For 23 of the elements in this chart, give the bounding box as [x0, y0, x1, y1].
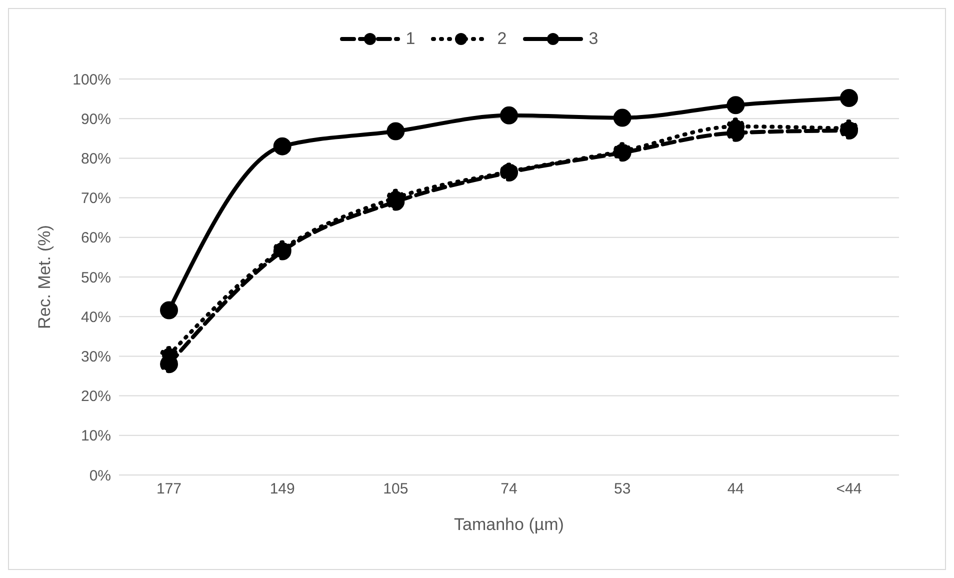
- y-tick-label: 50%: [80, 269, 111, 286]
- legend-label: 1: [404, 29, 416, 49]
- y-tick-label: 80%: [80, 150, 111, 168]
- x-tick-label: 74: [500, 480, 518, 498]
- x-tick-label: 53: [614, 480, 631, 498]
- y-tick-label: 70%: [80, 190, 111, 208]
- y-tick-label: 0%: [89, 467, 111, 484]
- y-tick-label: 40%: [80, 308, 111, 326]
- x-tick-label: <44: [836, 480, 862, 498]
- y-axis-title: Rec. Met. (%): [35, 225, 54, 329]
- x-tick-label: 149: [270, 480, 295, 498]
- legend-label: 3: [588, 29, 598, 49]
- y-tick-label: 60%: [80, 230, 111, 247]
- y-tick-label: 100%: [72, 71, 111, 88]
- x-tick-label: 44: [727, 480, 744, 498]
- y-tick-label: 30%: [80, 348, 111, 366]
- x-tick-label: 177: [156, 480, 182, 498]
- y-tick-label: 20%: [80, 388, 111, 406]
- y-tick-label: 90%: [80, 110, 111, 128]
- y-tick-label: 10%: [80, 428, 111, 445]
- x-tick-label: 105: [383, 480, 408, 498]
- legend-label: 2: [496, 29, 507, 49]
- x-axis-title: Tamanho (µm): [454, 515, 564, 534]
